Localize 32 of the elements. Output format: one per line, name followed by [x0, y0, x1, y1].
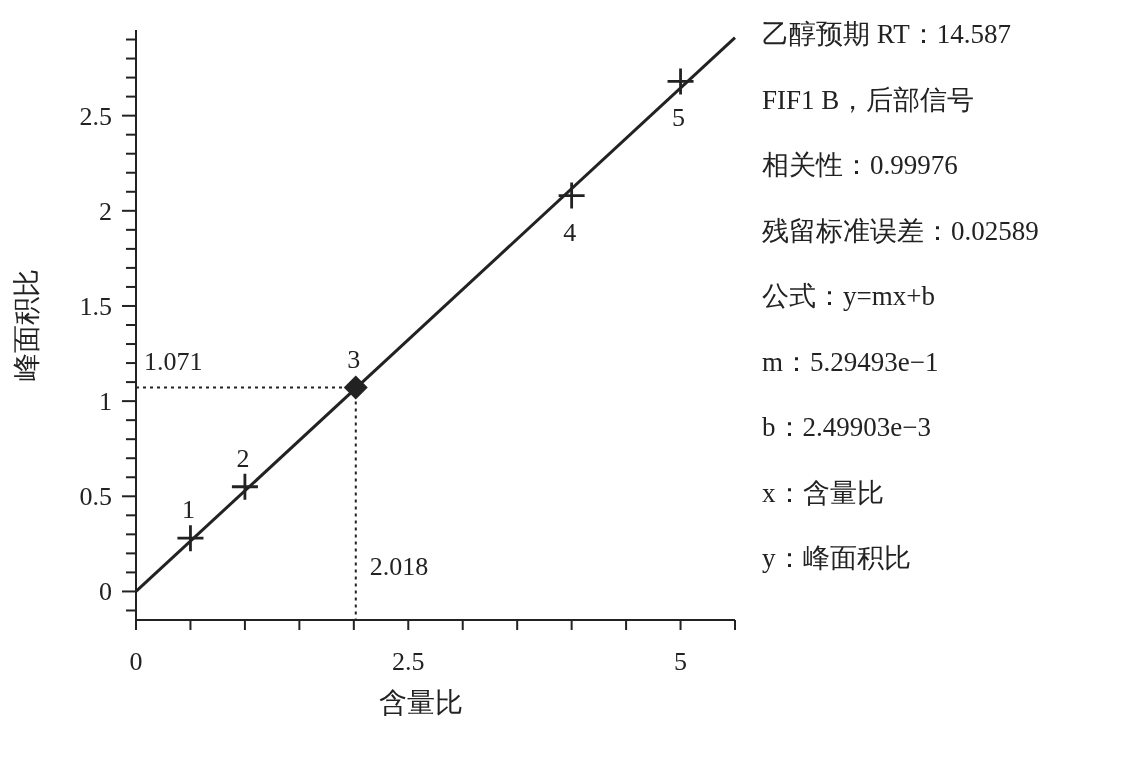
annotation: 5 — [672, 103, 686, 133]
text: m：5.29493e−1 — [762, 346, 939, 377]
point — [343, 375, 368, 400]
text: x：含量比 — [762, 477, 884, 508]
x-axis-title: 含量比 — [378, 687, 463, 718]
x-tick-label: 2.5 — [392, 647, 425, 676]
y-tick-label: 1 — [99, 387, 112, 417]
text: y：峰面积比 — [762, 543, 911, 573]
point — [231, 473, 258, 500]
point — [667, 68, 694, 95]
text: 残留标准误差：0.02589 — [762, 215, 1039, 246]
annotation: 2 — [236, 443, 250, 473]
text: FIF1 B，后部信号 — [762, 84, 975, 115]
ref-line-label: 2.018 — [369, 552, 429, 581]
x-tick-label: 0 — [129, 647, 143, 676]
y-tick-label: 2.5 — [79, 101, 112, 131]
ref-line-label: 1.071 — [144, 346, 203, 376]
point — [177, 525, 204, 552]
text: 相关性：0.99976 — [762, 150, 958, 180]
annotation: 3 — [347, 344, 361, 374]
point — [558, 182, 585, 209]
y-tick-label: 1.5 — [79, 291, 112, 321]
annotation: 1 — [181, 495, 195, 525]
annotation: 4 — [563, 217, 577, 247]
text: 乙醇预期 RT：14.587 — [762, 19, 1011, 49]
y-axis-title: 峰面积比 — [11, 269, 42, 381]
y-tick-label: 0 — [99, 577, 112, 607]
text: 公式：y=mx+b — [762, 281, 935, 311]
text: b：2.49903e−3 — [762, 412, 931, 442]
y-tick-label: 2 — [99, 196, 112, 226]
y-tick-label: 0.5 — [79, 482, 112, 512]
x-tick-label: 5 — [674, 647, 688, 676]
